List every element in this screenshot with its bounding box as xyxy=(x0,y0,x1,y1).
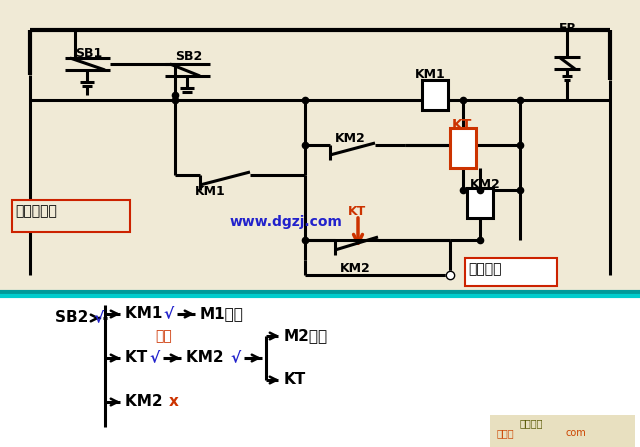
Bar xyxy=(0,295,640,447)
Text: √: √ xyxy=(93,311,103,325)
Text: M1起动: M1起动 xyxy=(200,307,244,321)
Text: KM2: KM2 xyxy=(186,350,229,366)
Text: KM1: KM1 xyxy=(125,307,168,321)
Text: FR: FR xyxy=(559,22,577,35)
Text: KM2: KM2 xyxy=(470,178,500,191)
Text: KM2: KM2 xyxy=(340,262,371,275)
Text: √: √ xyxy=(149,350,159,366)
Text: 主电路同前: 主电路同前 xyxy=(15,204,57,218)
Text: M2起动: M2起动 xyxy=(284,329,328,343)
Text: 延时: 延时 xyxy=(155,329,172,343)
Text: KM2: KM2 xyxy=(335,132,365,145)
Text: KM1: KM1 xyxy=(415,68,445,81)
Text: KT: KT xyxy=(125,350,152,366)
Text: KT: KT xyxy=(452,118,472,132)
Text: x: x xyxy=(169,395,179,409)
Text: 电工之屋: 电工之屋 xyxy=(520,418,543,428)
Bar xyxy=(422,80,448,110)
Bar xyxy=(450,128,476,168)
Text: √: √ xyxy=(163,307,173,321)
Text: √: √ xyxy=(230,350,240,366)
Text: KT: KT xyxy=(348,205,366,218)
Text: SB1: SB1 xyxy=(75,47,102,60)
Text: KM2: KM2 xyxy=(125,395,168,409)
Bar xyxy=(12,200,130,232)
Bar xyxy=(465,258,557,286)
Text: com: com xyxy=(565,428,586,438)
Bar xyxy=(490,415,635,447)
Text: www.dgzj.com: www.dgzj.com xyxy=(230,215,343,229)
Bar xyxy=(467,188,493,218)
Bar xyxy=(0,0,640,292)
Text: 接线图: 接线图 xyxy=(497,428,515,438)
Text: KT: KT xyxy=(284,372,307,388)
Text: SB2: SB2 xyxy=(175,50,202,63)
Text: KM1: KM1 xyxy=(195,185,226,198)
Text: 控制电路: 控制电路 xyxy=(468,262,502,276)
Text: SB2: SB2 xyxy=(55,311,93,325)
